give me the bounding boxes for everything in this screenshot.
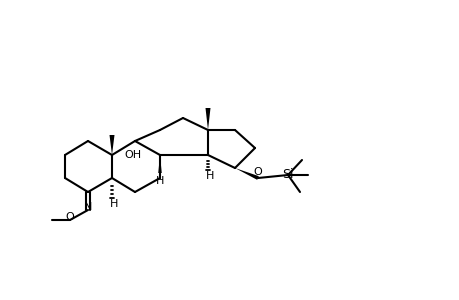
Text: N: N <box>84 202 92 212</box>
Text: Si: Si <box>282 169 293 182</box>
Text: H: H <box>156 176 164 186</box>
Polygon shape <box>109 135 114 155</box>
Text: O: O <box>253 167 262 177</box>
Polygon shape <box>158 155 162 173</box>
Polygon shape <box>205 108 210 130</box>
Text: O: O <box>66 212 74 222</box>
Text: H: H <box>205 171 214 181</box>
Text: OH: OH <box>124 150 141 160</box>
Text: H: H <box>110 199 118 209</box>
Polygon shape <box>235 168 258 180</box>
